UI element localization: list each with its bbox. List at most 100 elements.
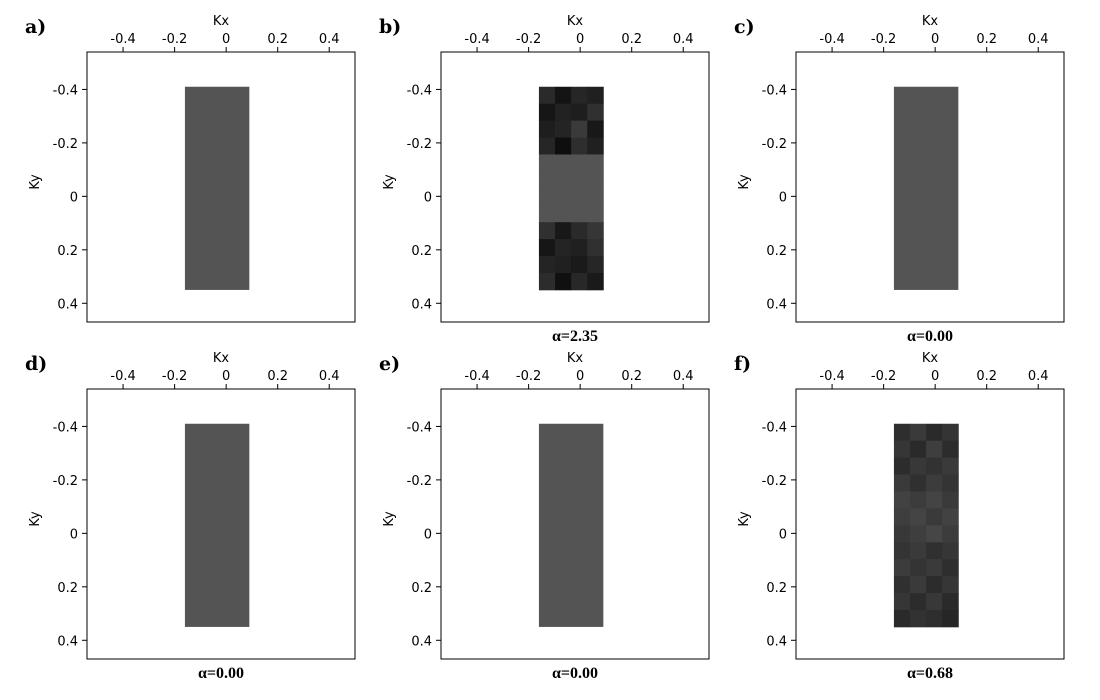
y-tick-label: 0.4 bbox=[57, 297, 78, 312]
alpha-caption: α=0.00 bbox=[552, 665, 598, 682]
heatmap-cell bbox=[555, 137, 572, 155]
heatmap-cell bbox=[926, 576, 943, 594]
y-tick-label: 0.4 bbox=[766, 634, 787, 649]
heatmap-cell bbox=[538, 239, 556, 257]
x-axis-title: Kx bbox=[567, 351, 584, 366]
heatmap-cell bbox=[910, 474, 927, 492]
heatmap-cell bbox=[942, 440, 959, 459]
heatmap-cell bbox=[893, 423, 911, 442]
heatmap-cell bbox=[538, 423, 604, 627]
heatmap-cell bbox=[942, 576, 959, 594]
heatmap-cell bbox=[926, 491, 943, 509]
y-axis-title: Ky bbox=[737, 511, 752, 527]
heatmap-cell bbox=[942, 491, 959, 509]
y-axis-title: Ky bbox=[382, 511, 397, 527]
panel-label: b) bbox=[379, 16, 401, 38]
x-tick-label: 0 bbox=[931, 32, 939, 47]
alpha-caption: α=0.00 bbox=[198, 665, 244, 682]
heatmap-cell bbox=[942, 508, 959, 526]
heatmap-cell bbox=[538, 120, 556, 138]
x-axis-title: Kx bbox=[922, 14, 939, 29]
heatmap-cell bbox=[910, 491, 927, 509]
heatmap-cell bbox=[555, 205, 572, 223]
heatmap-cell bbox=[910, 440, 927, 459]
x-axis-title: Kx bbox=[213, 14, 230, 29]
x-tick-label: 0.2 bbox=[621, 32, 642, 47]
heatmap-cell bbox=[555, 188, 572, 206]
x-tick-label: 0.2 bbox=[976, 32, 997, 47]
x-tick-label: -0.2 bbox=[162, 32, 187, 47]
x-tick-label: -0.2 bbox=[516, 32, 541, 47]
y-tick-label: 0.2 bbox=[766, 581, 787, 596]
heatmap-cell bbox=[555, 239, 572, 257]
heatmap-cell bbox=[926, 609, 943, 628]
heatmap-cell bbox=[587, 256, 604, 274]
alpha-caption: α=0.00 bbox=[907, 328, 953, 345]
panel-b: -0.4 -0.2 0 0.2 0.4 -0.4 -0.2 0 0.2 0.4 Kx Ky b) α=2.… bbox=[379, 14, 710, 345]
x-tick-label: 0 bbox=[222, 369, 230, 384]
heatmap-cell bbox=[910, 542, 927, 560]
x-tick-label: 0.2 bbox=[267, 32, 288, 47]
alpha-caption: α=2.35 bbox=[552, 328, 598, 345]
y-tick-label: 0.2 bbox=[411, 581, 432, 596]
heatmap-cell bbox=[942, 423, 959, 442]
panel-f: -0.4 -0.2 0 0.2 0.4 -0.4 -0.2 0 0.2 0.4 Kx Ky f) α=0.… bbox=[734, 351, 1065, 682]
heatmap-cell bbox=[893, 86, 959, 290]
heatmap-cell bbox=[571, 205, 588, 223]
heatmap-cell bbox=[942, 525, 959, 543]
x-tick-label: -0.4 bbox=[110, 369, 135, 384]
heatmap-cell bbox=[942, 474, 959, 492]
x-tick-label: 0 bbox=[222, 32, 230, 47]
heatmap-cell bbox=[893, 542, 911, 560]
heatmap-cell bbox=[571, 86, 588, 105]
heatmap-cell bbox=[893, 474, 911, 492]
panel-label: a) bbox=[25, 16, 46, 38]
heatmap-cell bbox=[942, 593, 959, 611]
heatmap-cell bbox=[571, 137, 588, 155]
y-axis-title: Ky bbox=[737, 174, 752, 190]
heatmap-cell bbox=[571, 272, 588, 291]
x-tick-label: -0.4 bbox=[464, 32, 489, 47]
heatmap-cell bbox=[571, 154, 588, 172]
heatmap-cell bbox=[184, 423, 250, 627]
heatmap-cell bbox=[926, 457, 943, 475]
heatmap-cell bbox=[926, 559, 943, 577]
heatmap-cell bbox=[555, 154, 572, 172]
alpha-caption: α=0.68 bbox=[907, 665, 953, 682]
heatmap-cell bbox=[587, 171, 604, 189]
y-tick-label: 0.4 bbox=[411, 297, 432, 312]
y-tick-label: 0.4 bbox=[411, 634, 432, 649]
x-tick-label: 0.4 bbox=[1028, 32, 1049, 47]
heatmap-cell bbox=[555, 103, 572, 122]
heatmap-cell bbox=[587, 205, 604, 223]
heatmap-cell bbox=[571, 171, 588, 189]
panel-c: -0.4 -0.2 0 0.2 0.4 -0.4 -0.2 0 0.2 0.4 Kx Ky c) α=0.… bbox=[734, 14, 1065, 345]
y-tick-label: -0.2 bbox=[407, 474, 432, 489]
x-axis-title: Kx bbox=[922, 351, 939, 366]
heatmap-cell bbox=[571, 188, 588, 206]
y-tick-label: 0.2 bbox=[766, 244, 787, 259]
heatmap-cell bbox=[555, 171, 572, 189]
heatmap-cell bbox=[538, 137, 556, 155]
heatmap-cell bbox=[910, 559, 927, 577]
heatmap-cell bbox=[538, 256, 556, 274]
x-tick-label: 0.4 bbox=[673, 369, 694, 384]
heatmap-cell bbox=[893, 508, 911, 526]
heatmap-cell bbox=[893, 559, 911, 577]
x-tick-label: 0.4 bbox=[319, 369, 340, 384]
heatmap-cell bbox=[910, 609, 927, 628]
heatmap-cell bbox=[587, 222, 604, 240]
y-tick-label: -0.4 bbox=[53, 420, 78, 435]
heatmap-cell bbox=[587, 120, 604, 138]
y-tick-label: 0 bbox=[424, 190, 432, 205]
heatmap-cell bbox=[538, 103, 556, 122]
x-tick-label: 0.4 bbox=[1028, 369, 1049, 384]
heatmap-cell bbox=[942, 457, 959, 475]
x-tick-label: -0.2 bbox=[516, 369, 541, 384]
x-tick-label: 0.2 bbox=[267, 369, 288, 384]
x-tick-label: 0 bbox=[576, 369, 584, 384]
y-tick-label: -0.2 bbox=[762, 474, 787, 489]
heatmap-cell bbox=[555, 222, 572, 240]
x-tick-label: -0.2 bbox=[871, 369, 896, 384]
heatmap-cell bbox=[910, 593, 927, 611]
